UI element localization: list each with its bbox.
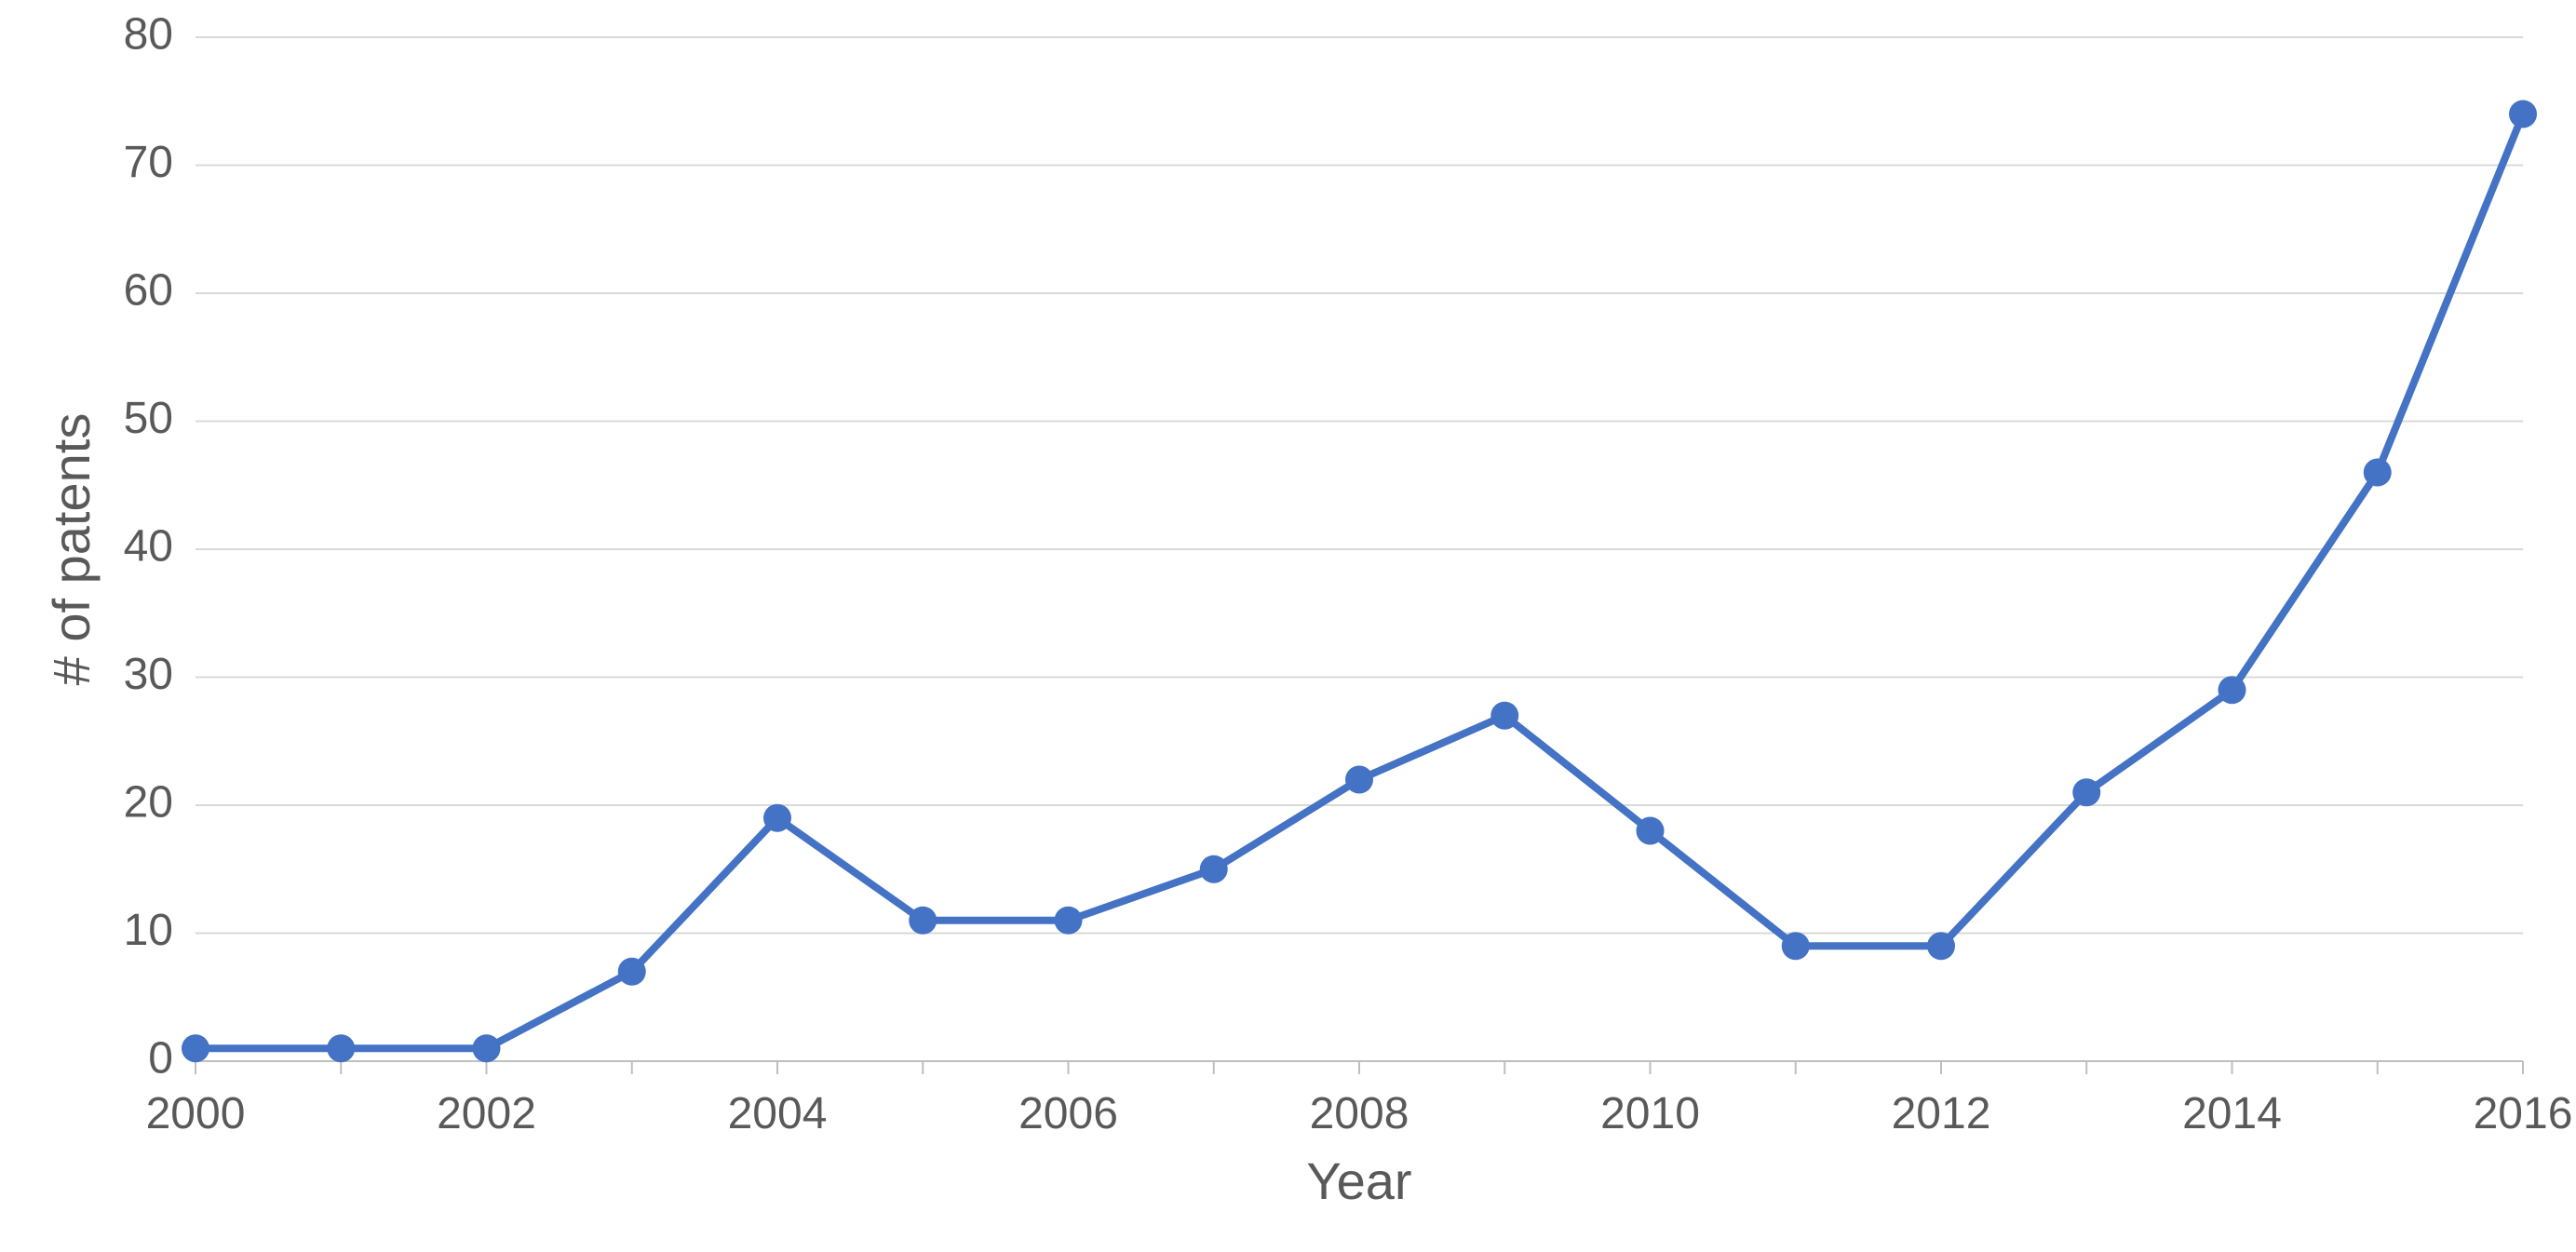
y-axis-title: # of patents — [42, 413, 101, 686]
series-marker — [473, 1034, 501, 1062]
y-tick-label: 10 — [124, 906, 173, 955]
series-marker — [2219, 676, 2246, 704]
series-marker — [182, 1034, 209, 1062]
series-marker — [909, 907, 937, 935]
x-axis-title: Year — [1306, 1151, 1411, 1210]
y-tick-label: 50 — [124, 394, 173, 443]
x-tick-label: 2002 — [437, 1089, 536, 1138]
y-tick-label: 0 — [148, 1034, 173, 1084]
x-tick-label: 2012 — [1892, 1089, 1991, 1138]
y-tick-label: 40 — [124, 522, 173, 572]
x-tick-label: 2016 — [2474, 1089, 2573, 1138]
y-tick-labels: 0 10 20 30 40 50 60 70 80 — [124, 10, 173, 1084]
x-tick-label: 2006 — [1018, 1089, 1118, 1138]
x-tick-label: 2010 — [1600, 1089, 1700, 1138]
x-tick-labels: 2000 2002 2004 2006 2008 2010 2012 2014 2016 — [146, 1089, 2573, 1138]
patents-line-chart: 0 10 20 30 40 50 60 70 80 2000 2002 2004 2006 2008 201… — [0, 0, 2576, 1252]
chart-svg: 0 10 20 30 40 50 60 70 80 2000 2002 2004 2006 2008 201… — [0, 0, 2576, 1252]
series-marker — [618, 958, 646, 986]
series-marker — [327, 1034, 355, 1062]
series-marker — [2072, 778, 2100, 806]
series-marker — [763, 804, 791, 832]
y-tick-label: 20 — [124, 778, 173, 828]
series-marker — [1637, 817, 1665, 845]
series-marker — [1345, 766, 1373, 794]
x-tick-label: 2014 — [2182, 1089, 2282, 1138]
series-marker — [1782, 932, 1810, 960]
y-tick-label: 30 — [124, 650, 173, 699]
chart-background — [0, 0, 2576, 1252]
x-tick-label: 2008 — [1310, 1089, 1409, 1138]
series-marker — [1490, 702, 1518, 730]
y-tick-label: 80 — [124, 10, 173, 60]
y-tick-label: 70 — [124, 138, 173, 187]
x-tick-label: 2004 — [728, 1089, 828, 1138]
y-tick-label: 60 — [124, 266, 173, 316]
series-marker — [1055, 907, 1083, 935]
series-marker — [1927, 932, 1955, 960]
x-tick-label: 2000 — [146, 1089, 246, 1138]
series-marker — [2509, 101, 2537, 128]
series-marker — [1200, 855, 1228, 883]
series-marker — [2364, 459, 2392, 487]
